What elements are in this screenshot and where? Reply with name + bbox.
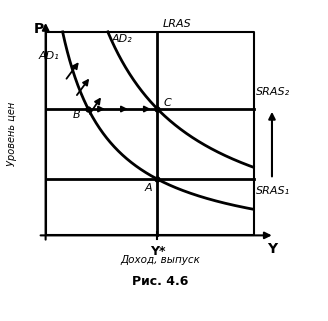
Text: SRAS₁: SRAS₁ — [256, 186, 291, 196]
Text: Доход, выпуск: Доход, выпуск — [120, 256, 200, 265]
Text: LRAS: LRAS — [163, 20, 192, 30]
Text: Y*: Y* — [150, 245, 165, 258]
Text: B: B — [73, 110, 80, 120]
Text: AD₁: AD₁ — [39, 50, 60, 61]
Text: Рис. 4.6: Рис. 4.6 — [132, 274, 188, 288]
Text: Уровень цен: Уровень цен — [7, 101, 17, 166]
Text: Y: Y — [267, 242, 277, 256]
Text: P: P — [34, 22, 44, 37]
Text: AD₂: AD₂ — [111, 34, 132, 44]
Text: C: C — [164, 98, 172, 108]
Text: A: A — [145, 183, 152, 193]
Text: SRAS₂: SRAS₂ — [256, 87, 291, 97]
